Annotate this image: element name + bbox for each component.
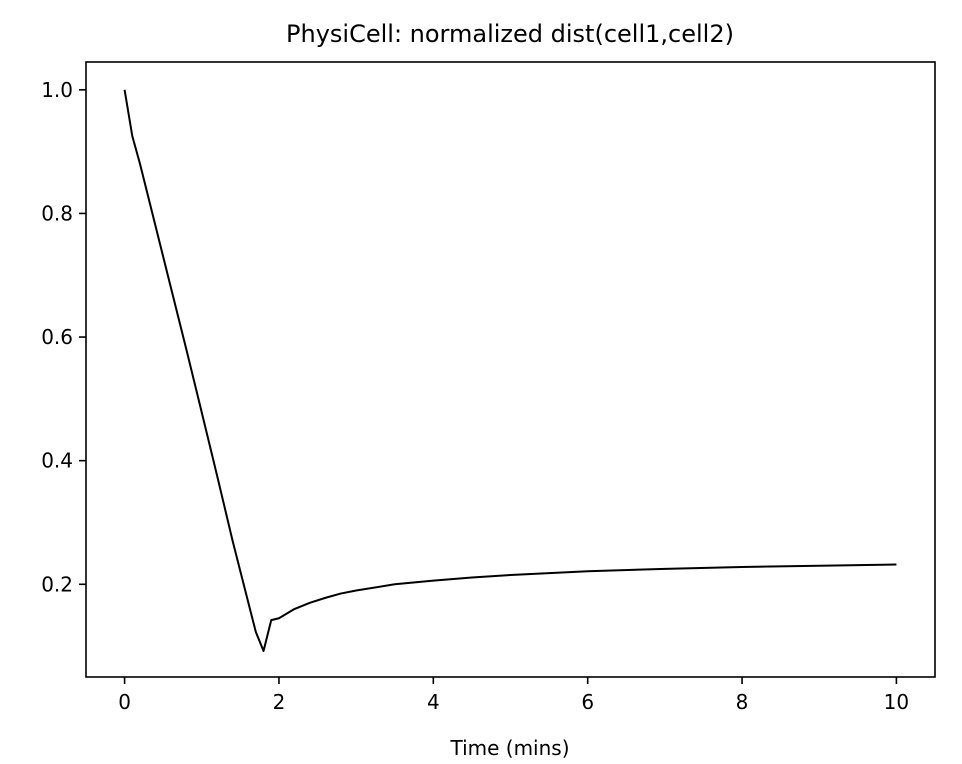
- distance-series-line: [123, 89, 897, 653]
- y-tick-label: 1.0: [41, 78, 73, 102]
- x-tick-label: 0: [118, 690, 131, 714]
- chart-title: PhysiCell: normalized dist(cell1,cell2): [286, 20, 734, 48]
- x-axis-title: Time (mins): [449, 736, 569, 760]
- y-tick-label: 0.4: [41, 449, 73, 473]
- plot-area: [85, 61, 936, 678]
- y-axis: 0.2 0.4 0.6 0.8 1.0: [41, 78, 86, 596]
- x-tick-label: 4: [427, 690, 440, 714]
- x-axis: 0 2 4 6 8 10: [118, 677, 909, 714]
- x-tick-label: 8: [736, 690, 749, 714]
- y-tick-label: 0.2: [41, 572, 73, 596]
- y-tick-label: 0.8: [41, 201, 73, 225]
- y-tick-label: 0.6: [41, 325, 73, 349]
- x-tick-label: 2: [273, 690, 286, 714]
- x-tick-label: 10: [884, 690, 909, 714]
- x-tick-label: 6: [581, 690, 594, 714]
